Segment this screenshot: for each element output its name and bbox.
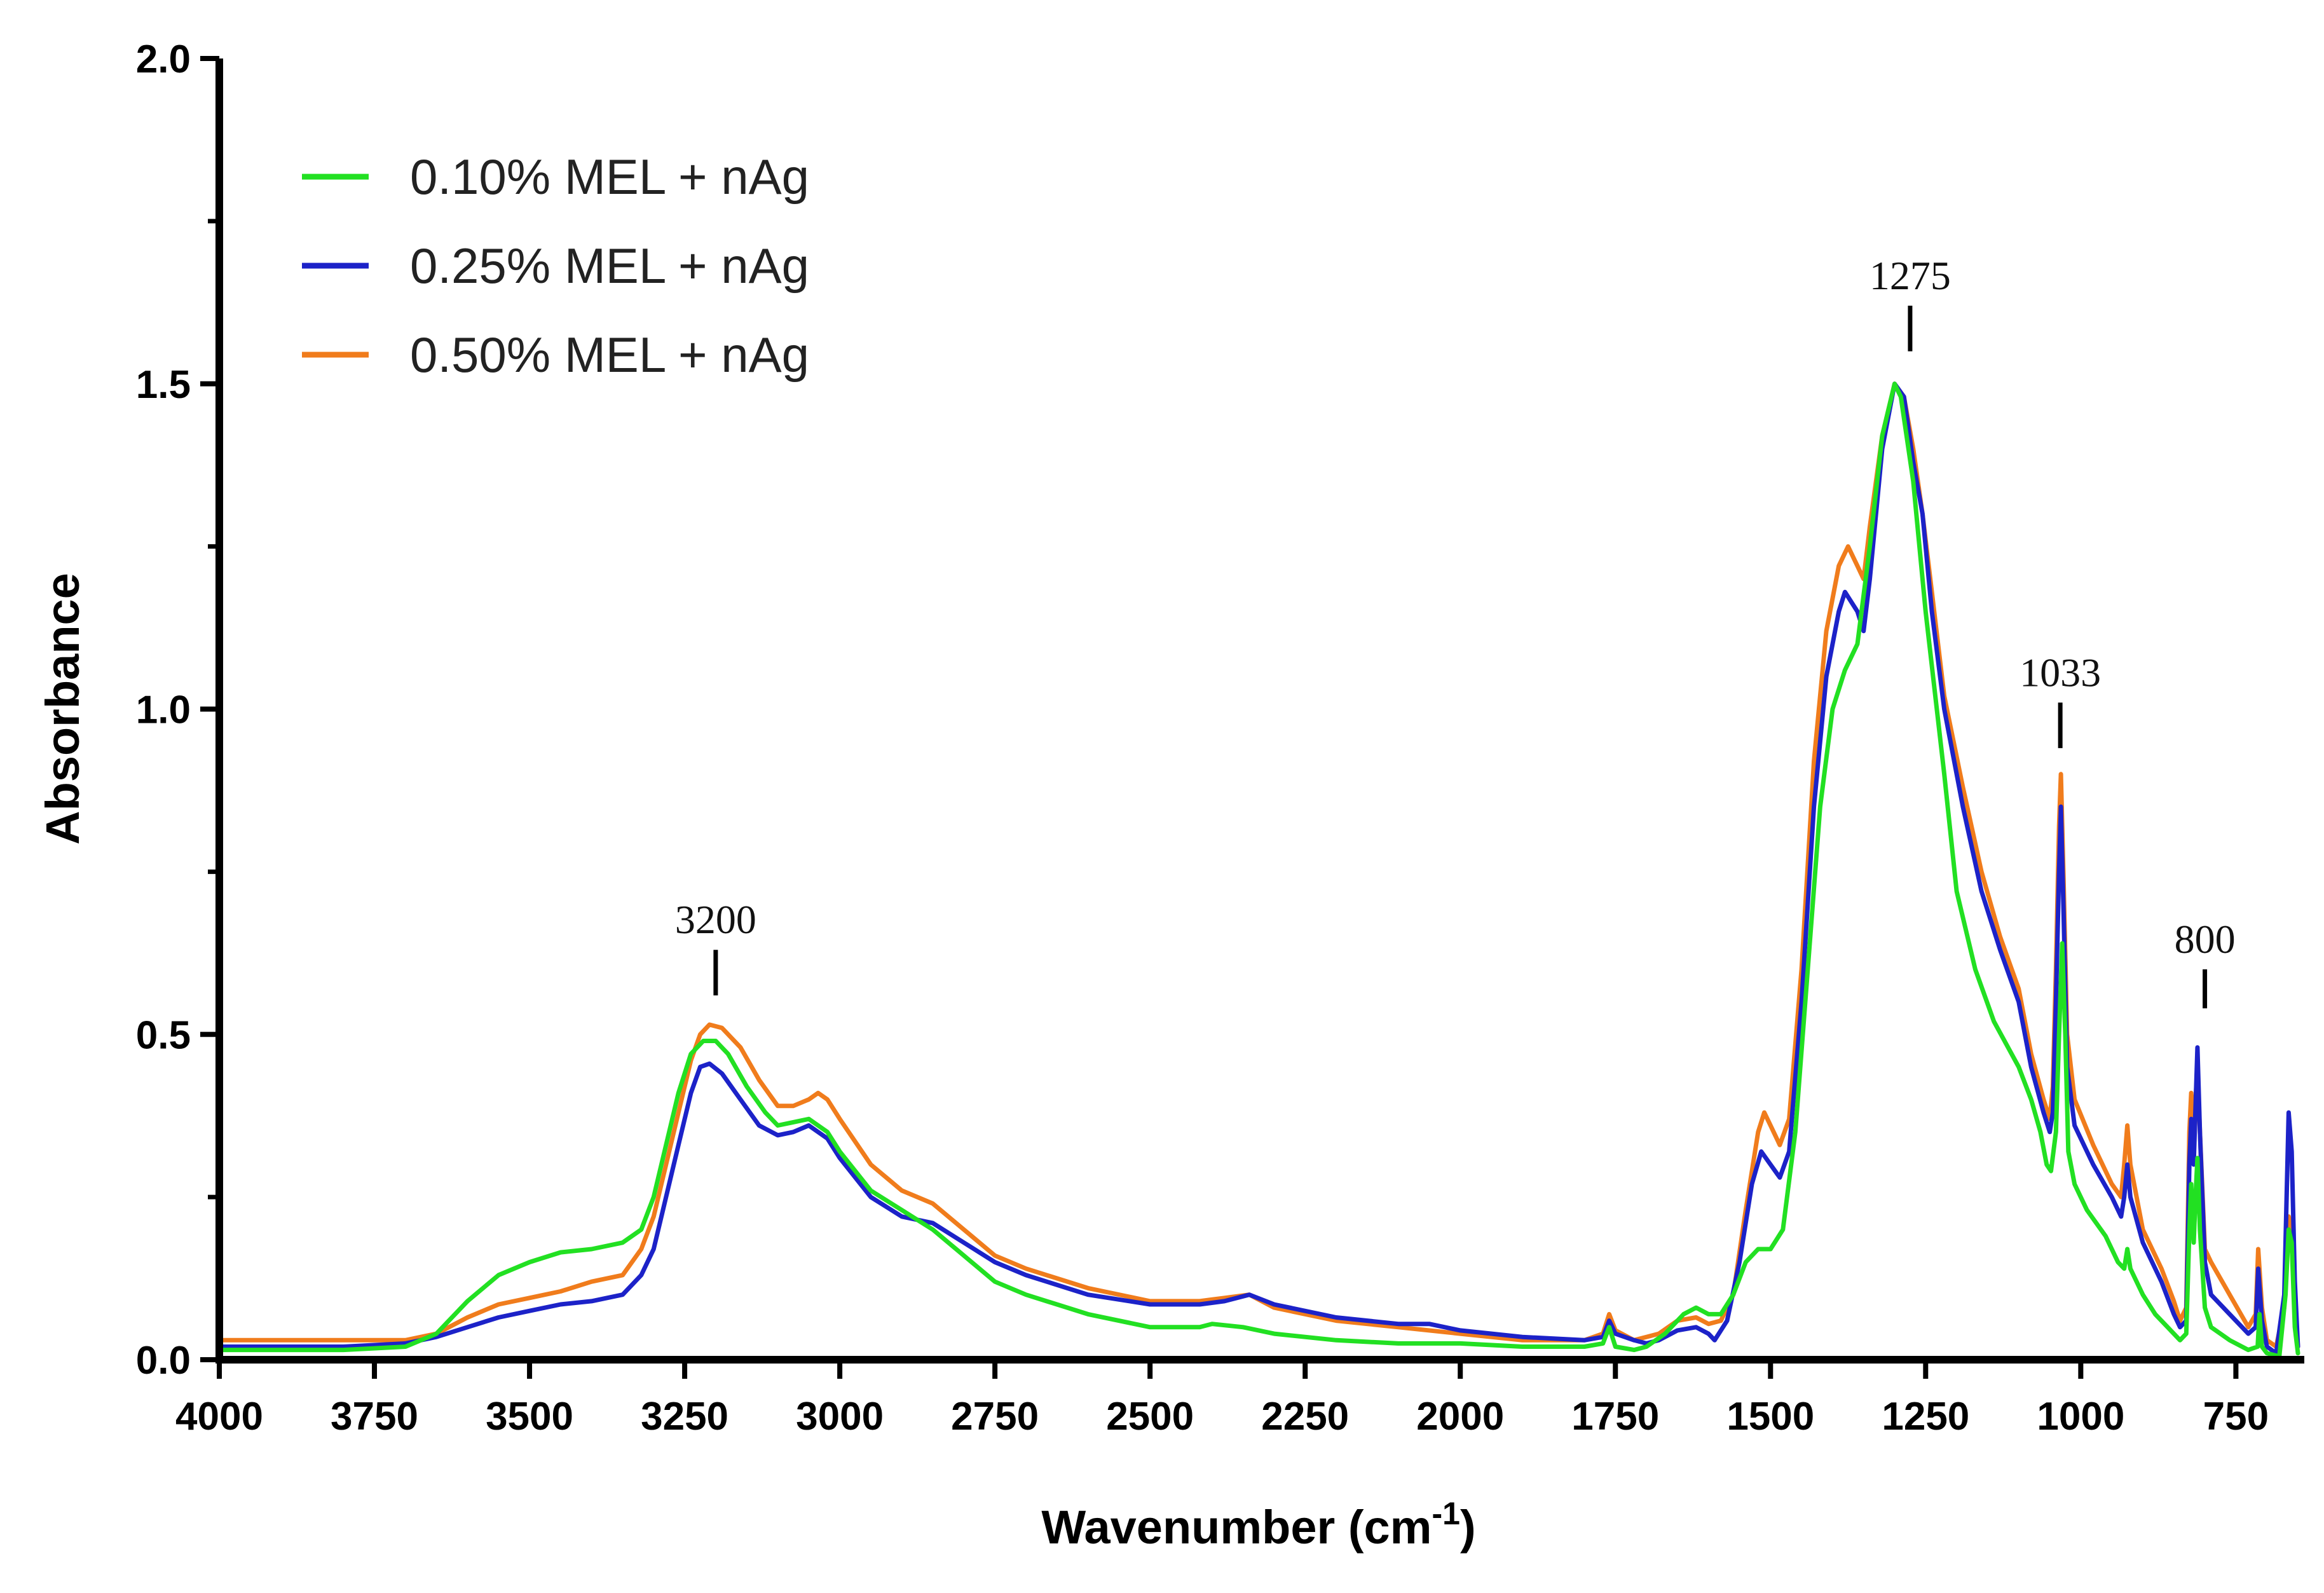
peak-label-1275: 1275	[1869, 253, 1951, 298]
x-tick-label: 1750	[1571, 1395, 1659, 1439]
x-tick-label: 3500	[486, 1395, 573, 1439]
legend: 0.10% MEL + nAg 0.25% MEL + nAg 0.50% MEL …	[302, 149, 809, 383]
legend-label-2: 0.25% MEL + nAg	[410, 238, 809, 294]
annotation-layer: 3200 1275 1033 800	[675, 253, 2236, 1009]
legend-label-3: 0.50% MEL + nAg	[410, 327, 809, 383]
y-tick-label: 0.5	[136, 1013, 191, 1057]
x-tick-label: 3000	[796, 1395, 884, 1439]
y-tick-label: 1.0	[136, 688, 191, 732]
y-axis-title: Absorbance	[36, 573, 89, 845]
y-tick-layer: 0.0 0.5 1.0 1.5 2.0	[136, 38, 219, 1383]
x-tick-layer: 4000 3750 3500 3250 3000 2750 2500 2250 2000 1750…	[175, 1360, 2269, 1439]
x-axis-title-superscript: -1	[1432, 1496, 1459, 1531]
series-line-1	[217, 381, 2300, 1359]
x-tick-label: 3250	[641, 1395, 728, 1439]
peak-label-1033: 1033	[2020, 650, 2101, 695]
peak-label-800: 800	[2175, 917, 2236, 962]
x-tick-label: 1250	[1882, 1395, 1969, 1439]
y-tick-label: 2.0	[136, 38, 191, 81]
peak-label-3200: 3200	[675, 897, 756, 942]
x-axis-title: Wavenumber (cm-1)	[1041, 1496, 1475, 1554]
x-tick-label: 2250	[1261, 1395, 1349, 1439]
x-tick-label: 4000	[175, 1395, 263, 1439]
y-tick-label: 0.0	[136, 1339, 191, 1383]
x-tick-label: 2750	[951, 1395, 1039, 1439]
x-tick-label: 2000	[1416, 1395, 1504, 1439]
x-tick-label: 3750	[331, 1395, 418, 1439]
x-tick-label: 1500	[1726, 1395, 1814, 1439]
x-tick-label: 2500	[1106, 1395, 1194, 1439]
x-tick-label: 1000	[2037, 1395, 2124, 1439]
series-layer	[217, 381, 2300, 1359]
series-line-2	[217, 381, 2300, 1356]
legend-label-1: 0.10% MEL + nAg	[410, 149, 809, 205]
y-tick-label: 1.5	[136, 363, 191, 407]
x-tick-label: 750	[2203, 1395, 2269, 1439]
series-line-3	[217, 381, 2300, 1349]
